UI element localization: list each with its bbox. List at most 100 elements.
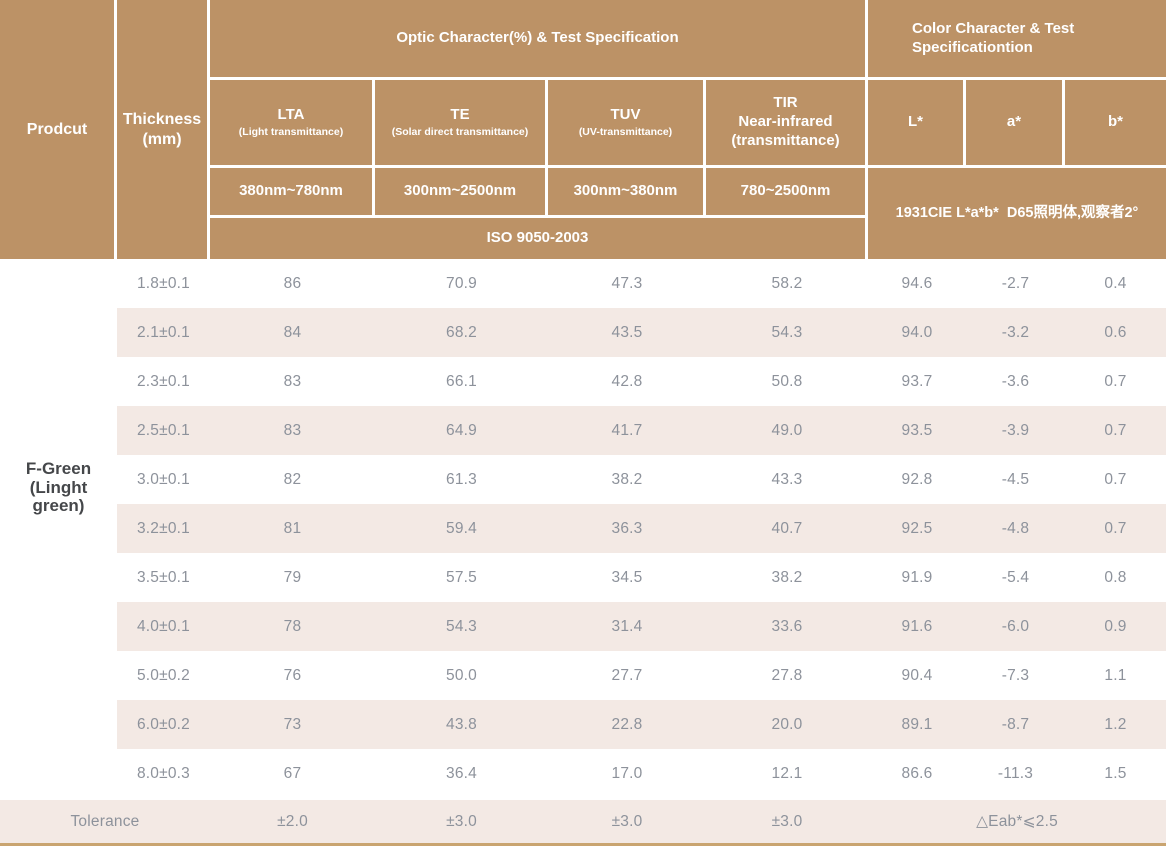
bstar-value: 0.7 [1104, 519, 1127, 537]
astar-value: -8.7 [1001, 715, 1030, 733]
bstar-value: 0.9 [1104, 617, 1127, 635]
tuv-value: 38.2 [611, 470, 643, 488]
tir-value: 58.2 [771, 274, 803, 292]
tolerance-tir: ±3.0 [771, 812, 803, 830]
column-header-bstar: b* [1065, 80, 1166, 165]
te-value: 43.8 [446, 715, 477, 733]
thickness-cell: 3.0±0.1 [136, 470, 190, 488]
column-header-astar: a* [966, 80, 1062, 165]
thickness-cell: 2.1±0.1 [136, 323, 190, 341]
te-value: 70.9 [446, 274, 477, 292]
optic-group-header: Optic Character(%) & Test Specification [210, 0, 865, 77]
table-row: 2.1±0.1 84 68.2 43.5 54.3 94.0 -3.2 0.6 [0, 308, 1166, 357]
lstar-value: 94.6 [901, 274, 933, 292]
column-header-tir: TIR Near-infrared (transmittance) [706, 80, 865, 165]
astar-value: -5.4 [1001, 568, 1030, 586]
thickness-cell: 5.0±0.2 [136, 666, 190, 684]
tolerance-lta: ±2.0 [277, 812, 308, 830]
bstar-value: 0.7 [1104, 421, 1127, 439]
tuv-value: 31.4 [611, 617, 643, 635]
tir-value: 12.1 [771, 764, 803, 782]
lstar-value: 94.0 [901, 323, 933, 341]
tir-title: TIR Near-infrared (transmittance) [731, 94, 840, 149]
te-subtitle: (Solar direct transmittance) [391, 126, 529, 139]
tir-range-cell: 780~2500nm [706, 168, 865, 215]
lta-value: 84 [283, 323, 302, 341]
lstar-value: 92.5 [901, 519, 933, 537]
lta-value: 81 [283, 519, 302, 537]
astar-value: -3.6 [1001, 372, 1030, 390]
lstar-value: 93.7 [901, 372, 933, 390]
tolerance-row: Tolerance ±2.0 ±3.0 ±3.0 ±3.0 △Eab*⩽2.5 [0, 800, 1166, 843]
tir-value: 20.0 [771, 715, 803, 733]
bstar-value: 1.5 [1104, 764, 1127, 782]
lstar-value: 93.5 [901, 421, 933, 439]
table-row: 3.0±0.1 82 61.3 38.2 43.3 92.8 -4.5 0.7 [0, 455, 1166, 504]
thickness-cell: 3.5±0.1 [136, 568, 190, 586]
te-value: 61.3 [446, 470, 477, 488]
thickness-cell: 8.0±0.3 [136, 764, 190, 782]
table-row: 2.3±0.1 83 66.1 42.8 50.8 93.7 -3.6 0.7 [0, 357, 1166, 406]
table-row: 3.5±0.1 79 57.5 34.5 38.2 91.9 -5.4 0.8 [0, 553, 1166, 602]
te-value: 68.2 [446, 323, 477, 341]
thickness-cell: 6.0±0.2 [136, 715, 190, 733]
header-product-cell: Prodcut [0, 0, 114, 259]
product-name: F-Green (Linght green) [25, 458, 92, 516]
table-row: 5.0±0.2 76 50.0 27.7 27.8 90.4 -7.3 1.1 [0, 651, 1166, 700]
tolerance-te: ±3.0 [446, 812, 477, 830]
tir-value: 49.0 [771, 421, 803, 439]
column-header-lta: LTA (Light transmittance) [210, 80, 372, 165]
te-value: 66.1 [446, 372, 477, 390]
lta-value: 83 [283, 372, 302, 390]
column-header-tuv: TUV (UV-transmittance) [548, 80, 703, 165]
tuv-value: 22.8 [611, 715, 643, 733]
lta-value: 78 [283, 617, 302, 635]
lstar-value: 86.6 [901, 764, 933, 782]
bstar-value: 1.1 [1104, 666, 1127, 684]
lstar-value: 91.6 [901, 617, 933, 635]
te-value: 54.3 [446, 617, 477, 635]
te-value: 36.4 [446, 764, 477, 782]
te-title: TE [450, 105, 470, 123]
astar-value: -4.5 [1001, 470, 1030, 488]
lta-value: 67 [283, 764, 302, 782]
tuv-value: 43.5 [611, 323, 643, 341]
te-value: 50.0 [446, 666, 477, 684]
tuv-value: 42.8 [611, 372, 643, 390]
tir-value: 43.3 [771, 470, 803, 488]
astar-value: -3.9 [1001, 421, 1030, 439]
optic-standard-cell: ISO 9050-2003 [210, 218, 865, 259]
tuv-range-cell: 300nm~380nm [548, 168, 703, 215]
lta-range-cell: 380nm~780nm [210, 168, 372, 215]
table-row: 4.0±0.1 78 54.3 31.4 33.6 91.6 -6.0 0.9 [0, 602, 1166, 651]
table-row: 6.0±0.2 73 43.8 22.8 20.0 89.1 -8.7 1.2 [0, 700, 1166, 749]
tolerance-tuv: ±3.0 [611, 812, 643, 830]
bstar-value: 0.7 [1104, 470, 1127, 488]
lta-value: 79 [283, 568, 302, 586]
astar-value: -11.3 [997, 764, 1034, 782]
astar-value: -4.8 [1001, 519, 1030, 537]
bottom-rule [0, 843, 1166, 846]
tuv-value: 27.7 [611, 666, 643, 684]
bstar-value: 1.2 [1104, 715, 1127, 733]
tir-value: 38.2 [771, 568, 803, 586]
bstar-value: 0.7 [1104, 372, 1127, 390]
tuv-value: 17.0 [611, 764, 643, 782]
tuv-title: TUV [610, 105, 641, 123]
te-range-cell: 300nm~2500nm [375, 168, 545, 215]
tolerance-color: △Eab*⩽2.5 [976, 813, 1058, 830]
color-standard-cell: 1931CIE L*a*b* D65照明体,观察者2° [868, 168, 1166, 259]
tuv-subtitle: (UV-transmittance) [578, 126, 673, 139]
te-value: 64.9 [446, 421, 477, 439]
astar-value: -7.3 [1001, 666, 1030, 684]
tuv-value: 47.3 [611, 274, 643, 292]
table-row: 2.5±0.1 83 64.9 41.7 49.0 93.5 -3.9 0.7 [0, 406, 1166, 455]
table-row: 1.8±0.1 86 70.9 47.3 58.2 94.6 -2.7 0.4 [0, 259, 1166, 308]
header-thickness-cell: Thickness (mm) [117, 0, 207, 259]
lta-value: 73 [283, 715, 302, 733]
column-header-lstar: L* [868, 80, 963, 165]
thickness-cell: 3.2±0.1 [136, 519, 190, 537]
tuv-value: 34.5 [611, 568, 643, 586]
lta-value: 76 [283, 666, 302, 684]
thickness-cell: 2.3±0.1 [136, 372, 190, 390]
